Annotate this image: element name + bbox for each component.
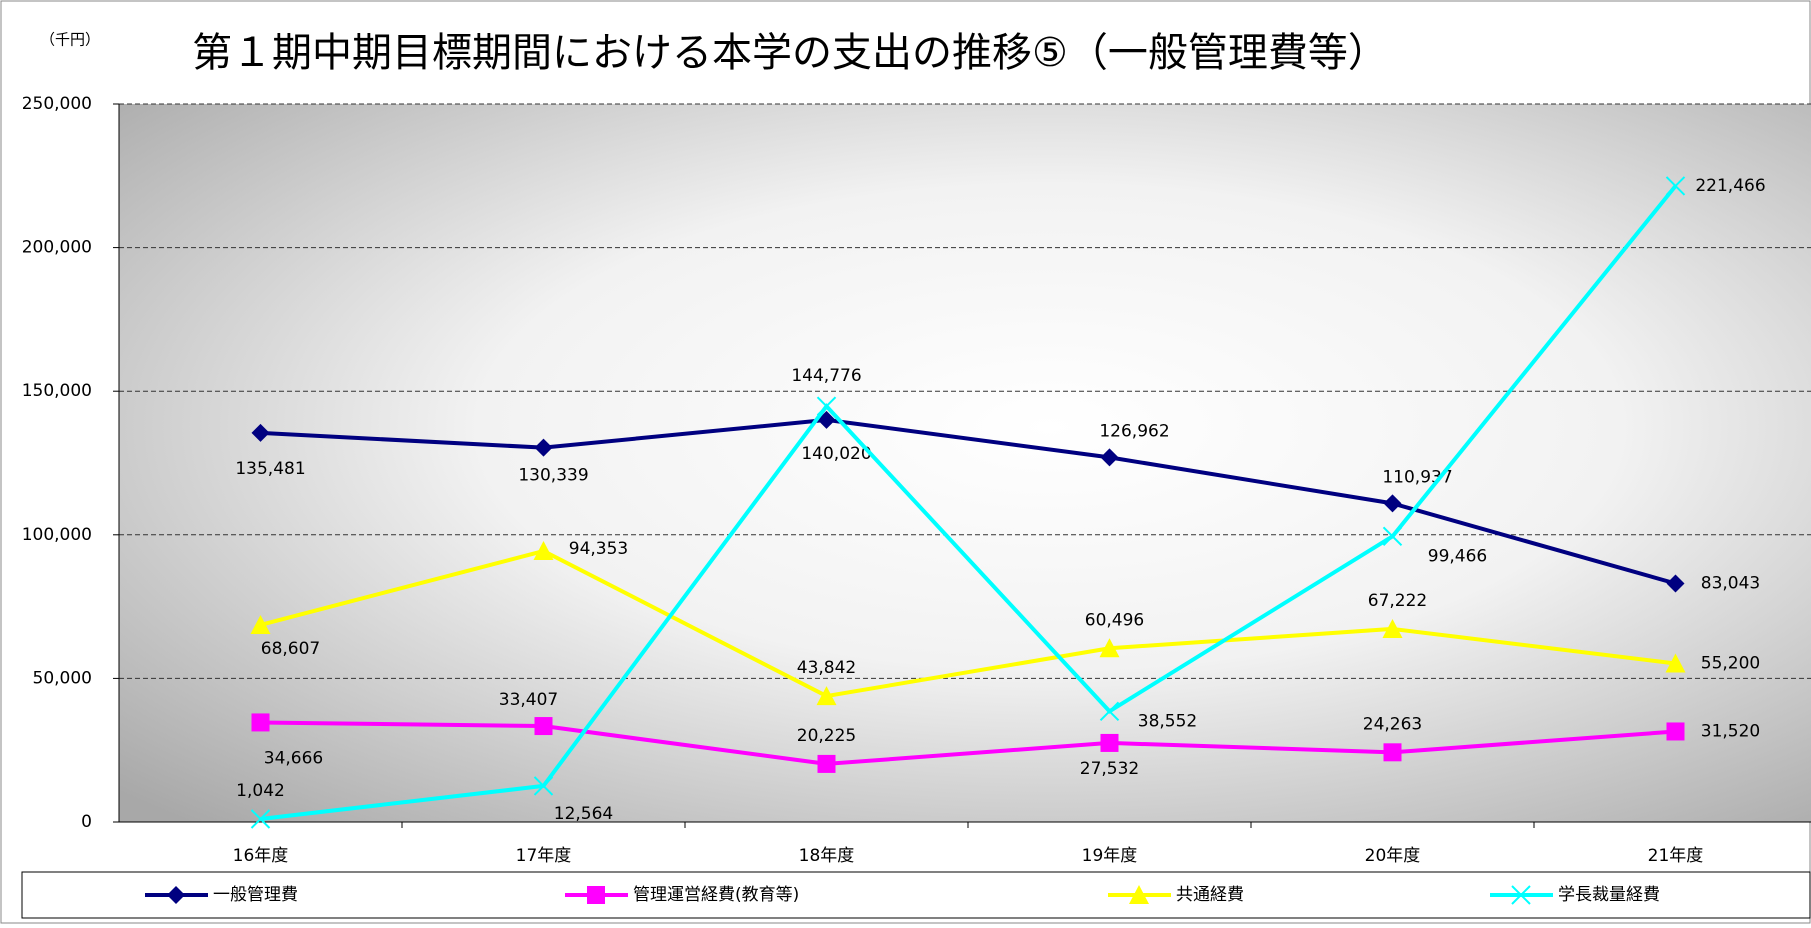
point-marker: [1665, 653, 1686, 673]
data-label: 34,666: [264, 748, 323, 768]
line: [259, 548, 1676, 699]
legend-marker: [1511, 885, 1531, 905]
x-tick-label: 21年度: [1648, 846, 1704, 866]
point-marker: [1382, 618, 1403, 638]
y-tick-label: 50,000: [33, 668, 92, 688]
legend-marker: [167, 886, 185, 904]
point-marker: [816, 686, 837, 706]
point-marker: [817, 754, 836, 773]
point-marker: [534, 717, 553, 736]
point-marker: [1665, 176, 1686, 196]
data-label: 38,552: [1138, 711, 1197, 731]
data-label: 144,776: [791, 366, 861, 386]
data-label: 1,042: [236, 781, 285, 801]
x-tick-label: 20年度: [1365, 846, 1421, 866]
point-marker: [1666, 574, 1685, 593]
data-label: 33,407: [499, 690, 558, 710]
x-tick-label: 16年度: [233, 846, 289, 866]
data-label: 67,222: [1368, 591, 1427, 611]
point-marker: [533, 776, 554, 796]
data-label: 126,962: [1099, 421, 1169, 441]
point-marker: [251, 713, 270, 732]
legend-label: 管理運営経費(教育等): [633, 885, 799, 905]
point-marker: [1099, 638, 1120, 658]
data-label: 83,043: [1701, 574, 1760, 594]
point-marker: [1099, 701, 1120, 721]
data-label: 43,842: [797, 658, 856, 678]
data-label: 20,225: [797, 726, 856, 746]
point-marker: [534, 438, 553, 457]
plot-area: [119, 104, 1811, 822]
point-marker: [250, 809, 271, 829]
point-marker: [533, 541, 554, 561]
line: [260, 720, 1676, 766]
chart-title: 第１期中期目標期間における本学の支出の推移⑤（一般管理費等）: [192, 30, 1388, 76]
line: [260, 417, 1677, 586]
legend-label: 共通経費: [1176, 885, 1244, 905]
point-marker: [1666, 722, 1685, 741]
x-tick-label: 17年度: [516, 846, 572, 866]
x-tick-label: 19年度: [1082, 846, 1138, 866]
x-tick-label: 18年度: [799, 846, 855, 866]
y-tick-label: 0: [81, 812, 92, 832]
data-label: 94,353: [569, 539, 628, 559]
y-tick-label: 100,000: [22, 525, 92, 545]
point-marker: [1100, 733, 1119, 752]
point-marker: [250, 614, 271, 634]
y-unit: （千円）: [40, 31, 100, 49]
point-marker: [1383, 494, 1402, 513]
data-label: 27,532: [1080, 759, 1139, 779]
data-label: 24,263: [1363, 714, 1422, 734]
data-label: 99,466: [1428, 546, 1487, 566]
y-tick-label: 150,000: [22, 381, 92, 401]
legend-label: 学長裁量経費: [1558, 885, 1660, 905]
line: [260, 184, 1678, 821]
data-label: 68,607: [261, 639, 320, 659]
legend-label: 一般管理費: [213, 885, 298, 905]
point-marker: [1382, 526, 1403, 547]
data-label: 55,200: [1701, 653, 1760, 673]
data-label: 31,520: [1701, 721, 1760, 741]
data-label: 140,020: [801, 444, 871, 464]
legend-marker: [587, 886, 605, 904]
point-marker: [1100, 448, 1119, 467]
point-marker: [1383, 743, 1402, 762]
data-label: 130,339: [518, 466, 588, 486]
data-label: 12,564: [554, 804, 613, 824]
y-tick-label: 250,000: [22, 94, 92, 114]
data-label: 60,496: [1085, 610, 1144, 630]
y-tick-label: 200,000: [22, 238, 92, 258]
point-marker: [251, 423, 270, 442]
data-label: 135,481: [235, 459, 305, 479]
legend-marker: [1129, 885, 1149, 904]
data-label: 221,466: [1695, 176, 1765, 196]
point-marker: [816, 396, 837, 416]
